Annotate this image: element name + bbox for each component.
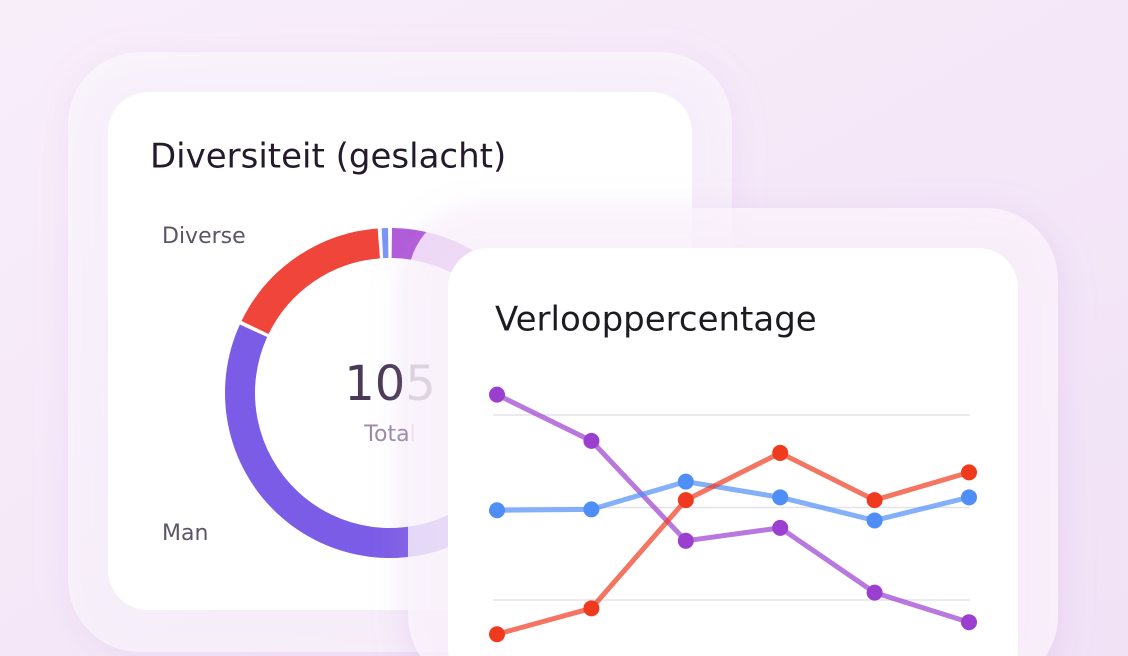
card-title: Verlooppercentage xyxy=(495,300,817,340)
series-point xyxy=(772,444,789,461)
series-point xyxy=(583,600,600,617)
series-line xyxy=(496,450,970,637)
series-point xyxy=(489,386,505,403)
series-point xyxy=(677,532,694,549)
series-point xyxy=(772,489,789,506)
series-point xyxy=(961,489,977,506)
series-point xyxy=(866,512,883,529)
card-title: Diversiteit (geslacht) xyxy=(150,137,506,177)
card xyxy=(448,248,1018,656)
series-point xyxy=(961,614,977,631)
series-point xyxy=(677,473,694,490)
series-point xyxy=(772,519,789,536)
series-point xyxy=(583,432,600,449)
segment-label: Man xyxy=(162,521,208,546)
series-point xyxy=(866,492,883,509)
series-line xyxy=(496,479,970,523)
series-point xyxy=(489,502,505,519)
series-point xyxy=(583,501,600,518)
line-card: Verlooppercentage xyxy=(408,208,1058,656)
segment-label: Diverse xyxy=(162,224,246,249)
series-point xyxy=(961,464,977,481)
donut-segment xyxy=(241,228,381,335)
series-line xyxy=(495,392,970,625)
series-point xyxy=(489,626,505,643)
center-label: Total xyxy=(363,422,415,447)
series-point xyxy=(677,492,694,509)
series-point xyxy=(866,584,883,601)
